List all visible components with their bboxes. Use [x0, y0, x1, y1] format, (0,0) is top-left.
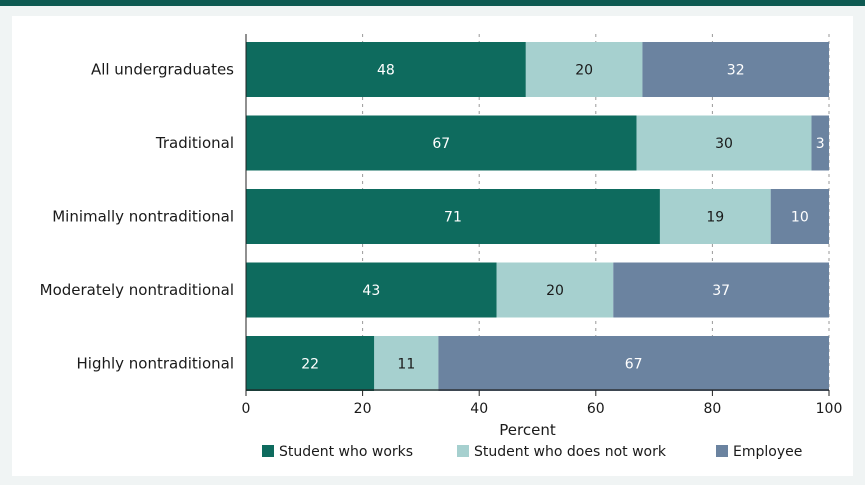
bar-segment [496, 262, 614, 318]
category-label: Traditional [155, 134, 234, 152]
category-label: All undergraduates [91, 61, 234, 79]
bar-value-label: 67 [432, 136, 450, 152]
bar-value-label: 32 [727, 63, 745, 79]
bar-value-label: 10 [791, 210, 809, 226]
bar-value-label: 30 [715, 136, 733, 152]
legend-label: Student who does not work [474, 444, 667, 460]
bar-value-label: 43 [362, 283, 380, 299]
bar-segment [525, 42, 643, 97]
x-tick-label: 100 [816, 401, 843, 417]
bar-segment [636, 115, 812, 171]
bar-segment [659, 189, 771, 244]
x-tick-label: 0 [242, 401, 251, 417]
x-axis-title: Percent [499, 421, 556, 439]
bar-value-label: 22 [301, 357, 319, 373]
top-accent-bar [0, 0, 865, 6]
bar-value-label: 71 [444, 210, 462, 226]
bars: 48 20 32 67 30 3 71 19 10 43 20 37 22 11 67 [246, 42, 829, 391]
bar-value-label: 20 [546, 283, 564, 299]
bar-value-label: 19 [706, 210, 724, 226]
bar-segment [642, 42, 829, 97]
x-axis: 0 20 40 60 80 100 [242, 34, 843, 417]
bar-segment [770, 189, 829, 244]
bar-segment [438, 336, 829, 391]
bar-segment [811, 115, 829, 171]
bar-value-label: 20 [575, 63, 593, 79]
legend-label: Student who works [279, 444, 413, 460]
legend-swatch [457, 445, 469, 457]
bar-value-label: 48 [377, 63, 395, 79]
bar-segment [374, 336, 439, 391]
category-label: Minimally nontraditional [52, 208, 234, 226]
bar-value-label: 3 [816, 136, 825, 152]
legend-swatch [716, 445, 728, 457]
x-tick-label: 40 [470, 401, 488, 417]
x-tick-label: 80 [703, 401, 721, 417]
bar-segment [246, 42, 526, 97]
x-tick-label: 20 [354, 401, 372, 417]
bar-segment [613, 262, 829, 318]
bar-segment [246, 262, 497, 318]
bar-segment [246, 115, 637, 171]
legend-label: Employee [733, 444, 802, 460]
category-labels: All undergraduates Traditional Minimally n… [40, 61, 235, 373]
x-tick-label: 60 [587, 401, 605, 417]
bar-segment [246, 189, 660, 244]
bar-value-label: 37 [712, 283, 730, 299]
legend-swatch [262, 445, 274, 457]
category-label: Moderately nontraditional [40, 281, 234, 299]
category-label: Highly nontraditional [77, 355, 235, 373]
legend: Student who works Student who does not wo… [262, 444, 802, 460]
bar-segment [246, 336, 375, 391]
bar-value-label: 67 [625, 357, 643, 373]
bar-value-label: 11 [397, 357, 415, 373]
